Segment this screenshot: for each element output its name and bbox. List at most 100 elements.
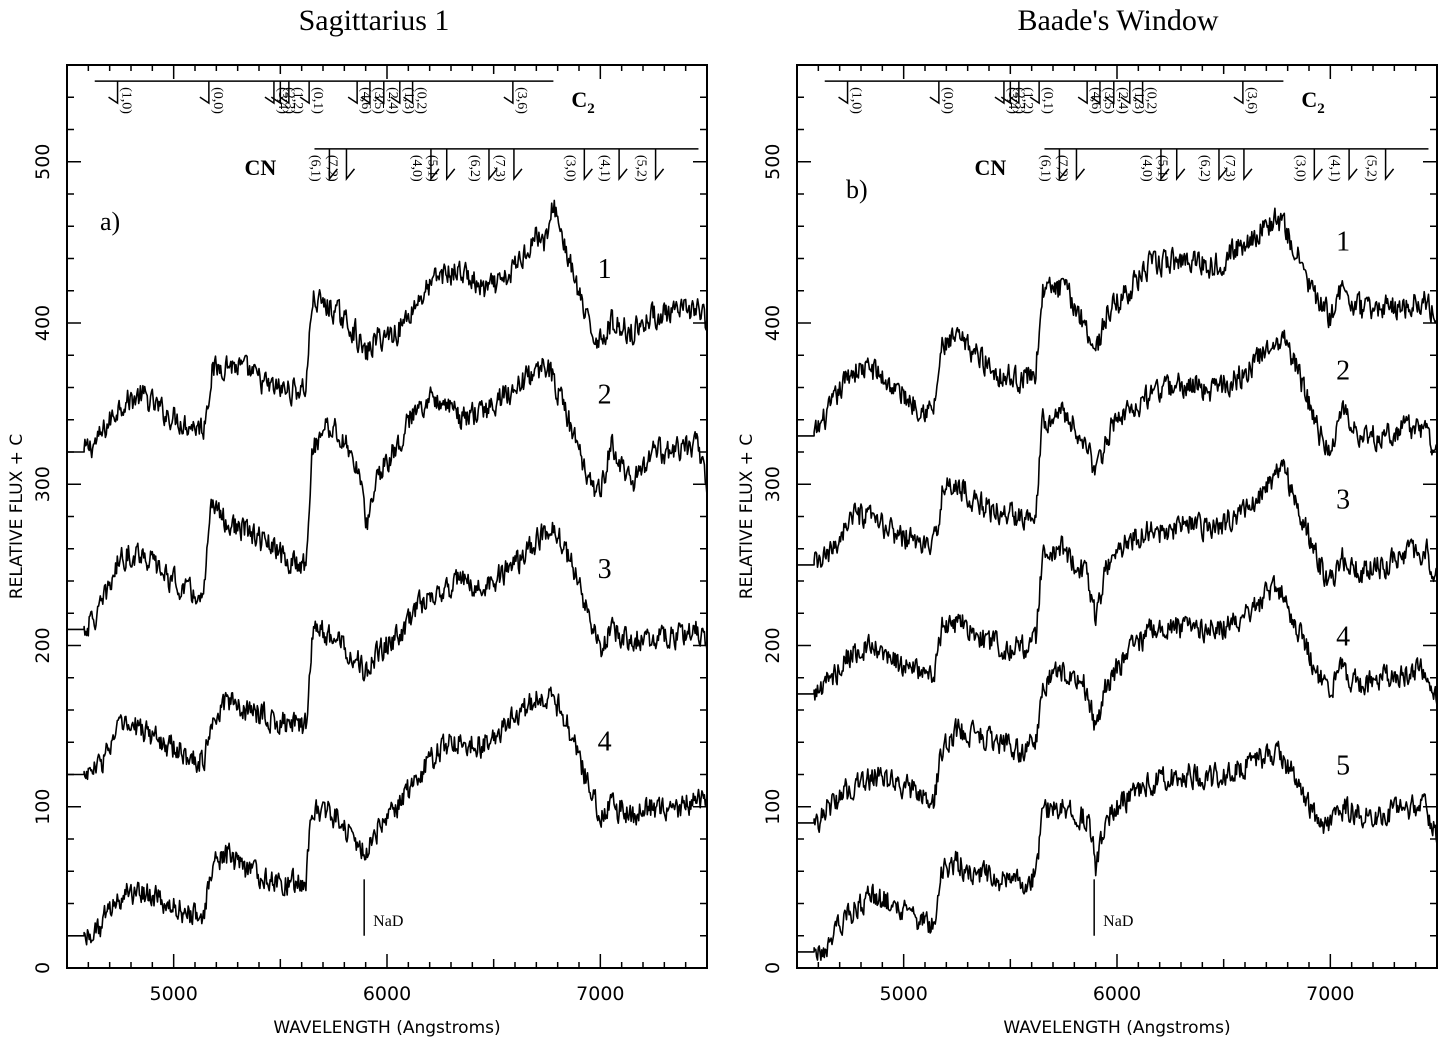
cn-band-head-mark: [1384, 148, 1395, 181]
c2-band-label: (3,6): [1244, 87, 1259, 114]
spectrum-line-2: [67, 357, 708, 637]
c2-band-head-mark: [264, 81, 275, 105]
c2-band-label: (0,2): [1144, 87, 1159, 114]
c2-band-heads: (1,0) (0,0) (3,4)(2,3)(1,2) (0,1) (4,6)(3,5)…: [838, 81, 1259, 114]
c2-band-head-mark: [374, 81, 385, 105]
plot-frame: [796, 64, 1438, 969]
c2-band-head-mark: [299, 81, 310, 105]
y-tick-label: 0: [762, 962, 784, 974]
cn-band-label: (7,3): [1222, 155, 1237, 182]
cn-band-head-mark: [1218, 148, 1228, 181]
nad-label: NaD: [373, 913, 403, 930]
cn-band-head-mark: [1075, 148, 1086, 181]
spectrum-label-3: 3: [1336, 484, 1350, 515]
plot-frame: [66, 64, 708, 969]
cn-band-label: (6,1): [307, 155, 322, 182]
c2-band-head-mark: [360, 81, 371, 105]
cn-band-label: (5,2): [1364, 155, 1379, 182]
c2-band-head-mark: [390, 81, 401, 105]
x-axis: 5000 6000 7000 WAVELENGTH (Angstroms): [66, 65, 708, 1038]
c2-label-subscript: 2: [587, 101, 595, 117]
c2-band-label: (3,4): [1005, 87, 1020, 114]
chart-title: Sagittarius 1: [299, 4, 450, 37]
nad-label: NaD: [1103, 913, 1133, 930]
y-tick-label: 300: [32, 466, 54, 502]
c2-band-label: (3,6): [514, 87, 529, 114]
y-tick-label: 0: [32, 962, 54, 974]
cn-band-label: (5,1): [425, 155, 440, 182]
c2-band-label: (3,5): [371, 87, 386, 114]
spectrum-label-4: 4: [1336, 622, 1350, 653]
spectrum-line-4: [797, 575, 1438, 833]
cn-band-label: (7,2): [1054, 155, 1069, 182]
c2-band-label: (0,1): [310, 87, 325, 114]
c2-band-label: (0,2): [414, 87, 429, 114]
c2-band-head-mark: [1090, 81, 1101, 105]
x-tick-label: 6000: [363, 983, 411, 1005]
cn-band-head-mark: [1348, 148, 1358, 181]
c2-band-head-mark: [1104, 81, 1115, 105]
cn-band-label: (4,0): [409, 155, 424, 182]
c2-band-head-mark: [279, 81, 290, 105]
y-tick-label: 500: [762, 144, 784, 180]
panel-label: b): [846, 175, 868, 204]
c2-band-head-mark: [929, 81, 940, 105]
spectrum-label-1: 1: [598, 254, 612, 285]
cn-band-head-mark: [618, 148, 628, 181]
c2-band-head-mark: [1233, 81, 1244, 105]
cn-band-label: (4,1): [597, 155, 612, 182]
spectrum-label-3: 3: [598, 554, 612, 585]
cn-band-head-mark: [430, 148, 440, 181]
spectrum-line-3: [797, 458, 1438, 701]
y-axis: 0 100 200 300 400 500 RELATIVE FLUX + C: [737, 96, 1437, 974]
cn-label: CN: [244, 155, 276, 180]
spectrum-line-4: [67, 686, 708, 946]
cn-band-head-mark: [345, 148, 356, 181]
spectrum-label-5: 5: [1336, 751, 1350, 782]
c2-band-head-mark: [199, 81, 210, 105]
c2-band-label: (2,4): [385, 87, 400, 114]
c2-band-head-mark: [347, 81, 358, 105]
c2-band-head-mark: [1029, 81, 1040, 105]
c2-band-head-mark: [108, 81, 119, 105]
cn-band-head-mark: [583, 148, 593, 181]
c2-label-subscript: 2: [1317, 101, 1325, 117]
cn-band-label: (6,2): [1197, 155, 1212, 182]
c2-band-head-mark: [1000, 81, 1012, 105]
y-tick-label: 400: [32, 305, 54, 341]
cn-band-head-mark: [1175, 148, 1186, 181]
panel-label: a): [100, 207, 120, 236]
c2-band-label: (1,0): [849, 87, 864, 114]
x-tick-label: 7000: [1306, 983, 1354, 1005]
x-axis: 5000 6000 7000 WAVELENGTH (Angstroms): [796, 65, 1438, 1038]
c2-band-head-mark: [503, 81, 514, 105]
cn-band-label: (6,1): [1037, 155, 1052, 182]
y-axis: 0 100 200 300 400 500 RELATIVE FLUX + C: [7, 96, 707, 974]
c2-band-head-mark: [403, 81, 414, 105]
c2-band-label: (1,2): [290, 87, 305, 114]
x-tick-label: 6000: [1093, 983, 1141, 1005]
cn-band-label: (5,1): [1155, 155, 1170, 182]
c2-band-head-mark: [1120, 81, 1131, 105]
y-axis-label: RELATIVE FLUX + C: [737, 434, 757, 599]
cn-band-head-mark: [513, 148, 523, 181]
y-tick-label: 100: [32, 789, 54, 825]
cn-band-head-mark: [488, 148, 498, 181]
y-tick-label: 200: [32, 627, 54, 663]
cn-band-head-mark: [1160, 148, 1170, 181]
cn-band-heads: (6,1) (7,2) (4,0) (5,1) (6,2) (7,3) (3,0) (4,1)…: [1037, 148, 1395, 182]
spectrum-label-4: 4: [598, 726, 612, 757]
cn-band-label: (6,2): [467, 155, 482, 182]
c2-band-head-mark: [838, 81, 849, 105]
spectrum-line-2: [797, 329, 1438, 568]
c2-band-label: (3,4): [275, 87, 290, 114]
c2-label: C2: [571, 87, 594, 117]
y-tick-label: 200: [762, 627, 784, 663]
y-axis-label: RELATIVE FLUX + C: [7, 434, 27, 599]
x-axis-label: WAVELENGTH (Angstroms): [273, 1018, 500, 1038]
y-tick-label: 400: [762, 305, 784, 341]
spectrum-line-1: [67, 199, 708, 459]
